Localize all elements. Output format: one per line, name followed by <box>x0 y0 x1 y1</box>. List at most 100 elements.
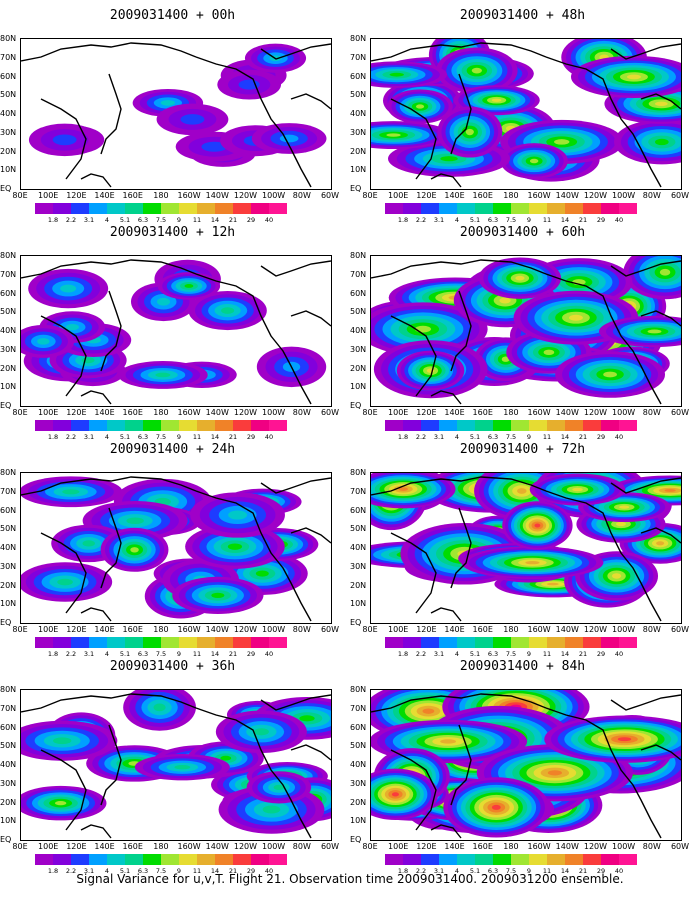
variance-contour <box>81 357 95 364</box>
colorbar-swatch <box>197 420 215 431</box>
colorbar-tick-label: 40 <box>264 433 274 441</box>
longitude-label: 120E <box>66 191 87 200</box>
variance-contour <box>626 74 641 80</box>
longitude-label: 100W <box>262 191 286 200</box>
colorbar-tick-label: 14 <box>560 867 570 875</box>
colorbar-swatch <box>457 637 475 648</box>
colorbar-swatch <box>197 854 215 865</box>
colorbar-swatch <box>475 854 493 865</box>
colorbar-swatch <box>601 637 619 648</box>
colorbar-swatch <box>179 854 197 865</box>
variance-contour <box>65 323 79 331</box>
colorbar-swatch <box>179 637 197 648</box>
longitude-label: 100E <box>388 408 409 417</box>
colorbar-tick-label: 2.2 <box>65 216 77 224</box>
variance-contour <box>569 314 583 321</box>
colorbar-swatch <box>35 203 53 214</box>
colorbar-swatch <box>179 420 197 431</box>
colorbar-swatch <box>143 203 161 214</box>
longitude-label: 140E <box>94 408 115 417</box>
longitude-label: 180 <box>503 191 519 200</box>
colorbar-tick-label: 14 <box>560 433 570 441</box>
map-panel: 2009031400 + 24h 80N 70N 60N 50N 40N 30N 20N 10N… <box>0 442 345 662</box>
colorbar-tick-label: 5.1 <box>469 650 481 658</box>
longitude-label: 80W <box>642 191 661 200</box>
variance-contour <box>201 141 228 152</box>
variance-contour <box>572 487 583 492</box>
coastline <box>430 173 462 188</box>
coastline <box>545 273 662 405</box>
coastline <box>450 73 472 155</box>
colorbar-swatch <box>161 203 179 214</box>
colorbar-swatch <box>601 420 619 431</box>
colorbar-tick-label: 6.3 <box>137 433 149 441</box>
latitude-label: 80N <box>350 685 367 694</box>
latitude-label: 50N <box>0 524 17 534</box>
coastline <box>80 607 112 622</box>
latitude-label: 60N <box>350 722 367 732</box>
colorbar-swatch <box>107 420 125 431</box>
panel-title: 2009031400 + 00h <box>109 8 236 23</box>
latitude-label: 40N <box>0 543 17 552</box>
colorbar-swatch <box>529 420 547 431</box>
latitude-label: 20N <box>0 580 17 590</box>
colorbar-tick-label: 2.2 <box>65 650 77 658</box>
colorbar-tick-label: 14 <box>210 650 220 658</box>
colorbar-tick-label: 21 <box>228 433 238 441</box>
coastline <box>195 707 312 839</box>
variance-contour <box>273 784 285 791</box>
colorbar-tick-label: 40 <box>614 867 624 875</box>
colorbar-tick-label: 40 <box>614 433 624 441</box>
colorbar-swatch <box>583 637 601 648</box>
longitude-label: 160E <box>472 625 493 634</box>
colorbar-swatch <box>457 420 475 431</box>
colorbar-swatch <box>71 854 89 865</box>
colorbar-tick-label: 14 <box>210 216 220 224</box>
latitude-label: 60N <box>0 71 17 81</box>
latitude-label: 80N <box>350 251 367 260</box>
coastline <box>195 273 312 405</box>
colorbar-tick-label: 7.5 <box>505 216 517 224</box>
longitude-label: 60W <box>320 191 340 200</box>
colorbar-swatch <box>53 203 71 214</box>
coastline <box>430 390 462 405</box>
latitude-label: 10N <box>0 599 17 609</box>
colorbar-swatch <box>385 203 403 214</box>
colorbar-swatch <box>493 637 511 648</box>
coastline <box>21 693 197 713</box>
longitude-label: 140W <box>555 625 579 634</box>
longitude-label: 160E <box>122 842 143 851</box>
longitude-label: 120E <box>66 625 87 634</box>
panel-title: 2009031400 + 24h <box>109 442 236 457</box>
variance-contour <box>57 578 73 586</box>
colorbar-tick-label: 14 <box>210 433 220 441</box>
variance-map <box>20 472 332 624</box>
coastline <box>610 260 681 277</box>
colorbar <box>35 637 287 648</box>
colorbar-swatch <box>529 854 547 865</box>
colorbar-swatch <box>89 420 107 431</box>
latitude-label: 60N <box>350 505 367 515</box>
coastline <box>610 43 681 60</box>
longitude-label: 80E <box>362 625 378 634</box>
colorbar-tick-label: 11 <box>192 216 202 224</box>
colorbar-tick-label: 6.3 <box>137 650 149 658</box>
variance-contour <box>160 100 175 106</box>
latitude-label: 80N <box>0 251 17 260</box>
longitude-label: 140W <box>205 408 229 417</box>
coastline <box>450 724 472 806</box>
latitude-label: 70N <box>350 703 367 713</box>
longitude-label: 100W <box>262 408 286 417</box>
colorbar-tick-label: 7.5 <box>505 433 517 441</box>
colorbar-tick-label: 7.5 <box>505 650 517 658</box>
colorbar-tick-label: 2.2 <box>65 867 77 875</box>
latitude-label: 30N <box>0 127 17 137</box>
latitude-label: 80N <box>350 34 367 43</box>
panel-title: 2009031400 + 84h <box>459 659 586 674</box>
colorbar-tick-label: 7.5 <box>155 867 167 875</box>
colorbar <box>35 420 287 431</box>
colorbar-swatch <box>457 203 475 214</box>
map-canvas <box>21 476 331 622</box>
colorbar-tick-label: 2.2 <box>415 433 427 441</box>
longitude-label: 100E <box>38 191 59 200</box>
